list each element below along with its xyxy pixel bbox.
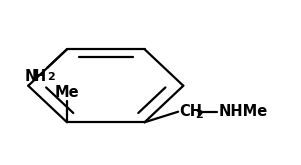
Text: NHMe: NHMe — [218, 104, 268, 119]
Text: 2: 2 — [47, 72, 55, 82]
Text: Me: Me — [55, 85, 79, 100]
Text: 2: 2 — [195, 110, 203, 120]
Text: N: N — [24, 69, 37, 84]
Text: CH: CH — [180, 104, 203, 119]
Text: H: H — [34, 69, 46, 84]
